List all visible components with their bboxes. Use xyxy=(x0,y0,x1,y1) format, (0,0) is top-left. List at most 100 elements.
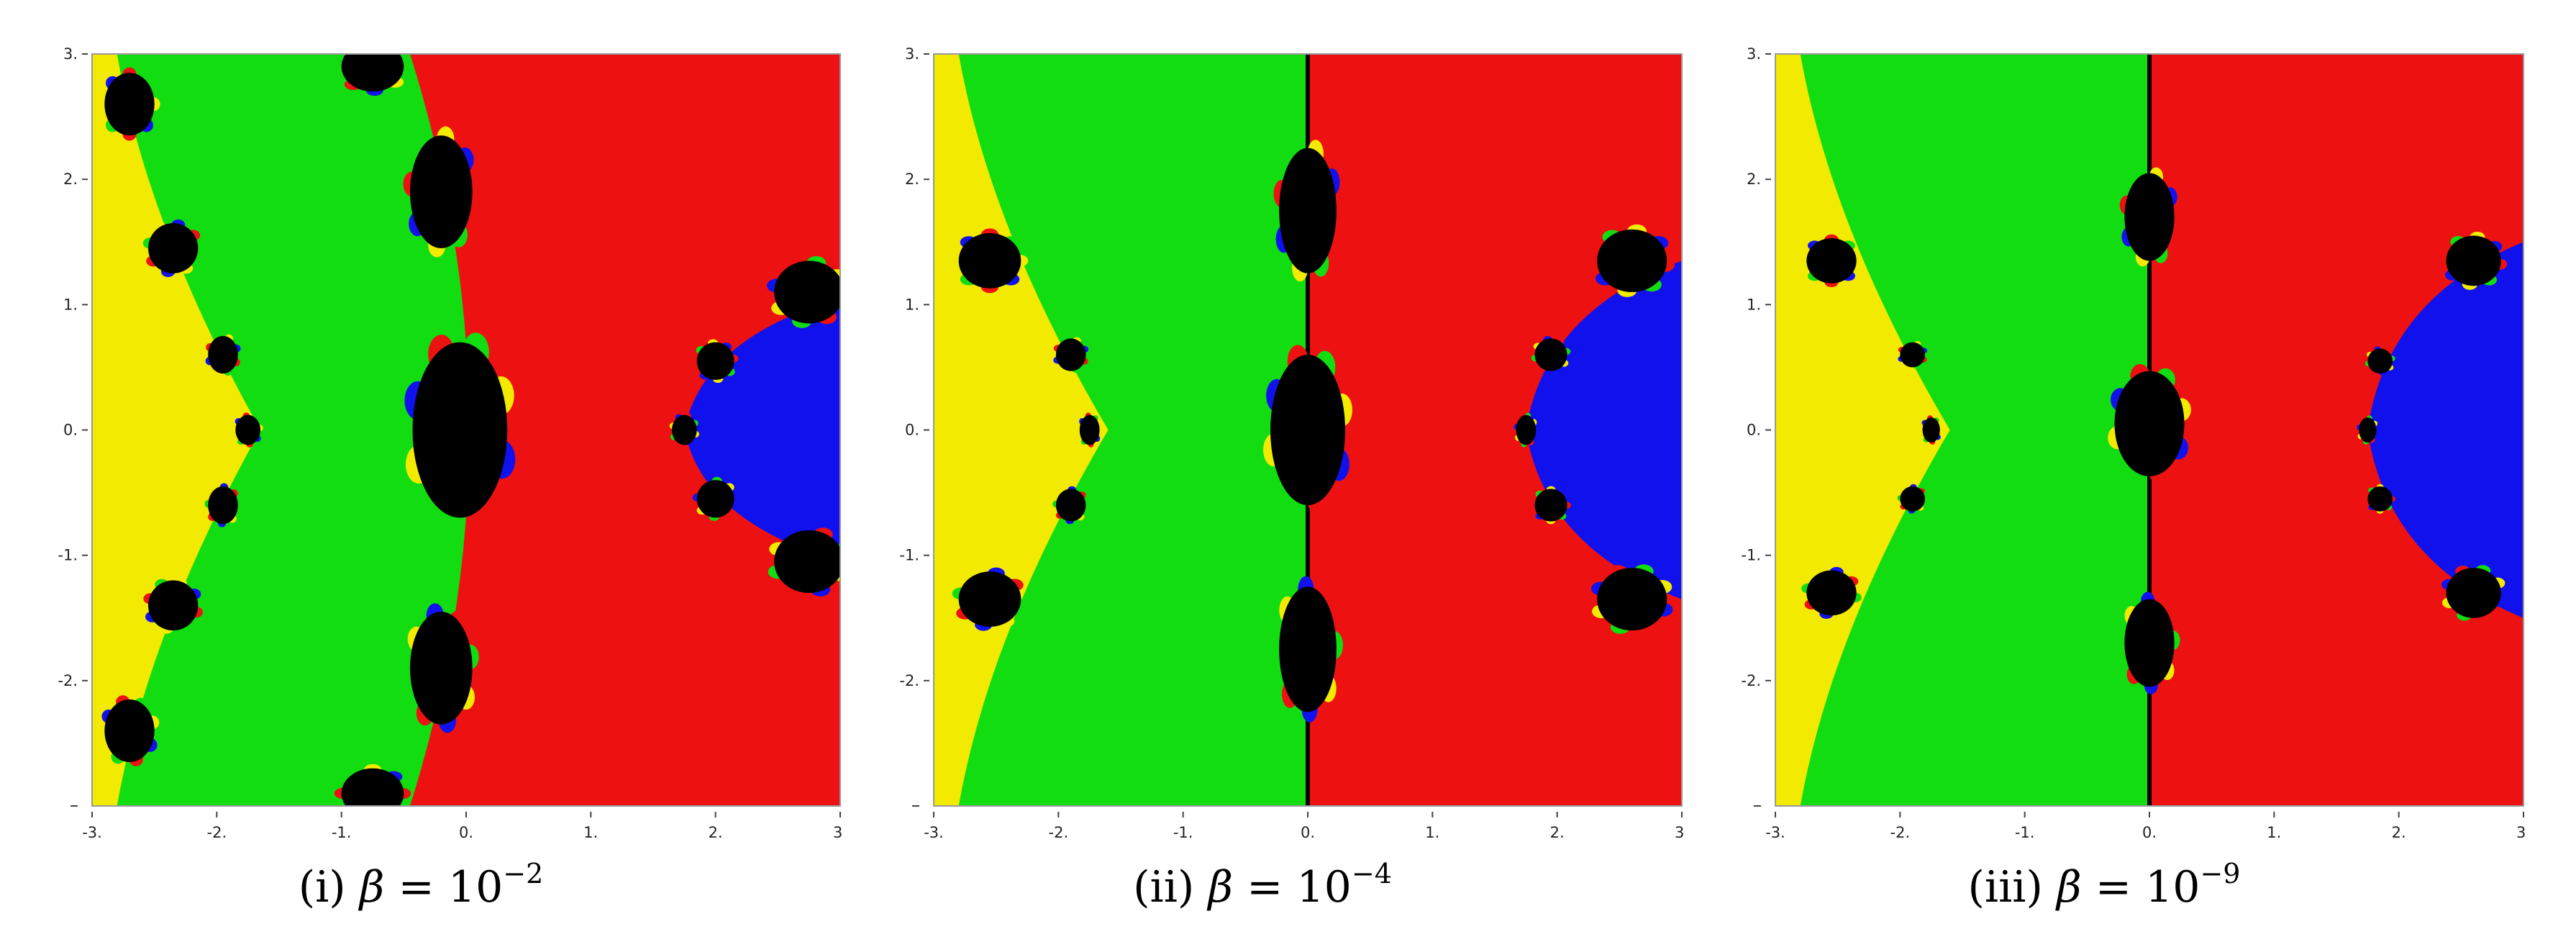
black-blob xyxy=(1806,238,1857,284)
caption-equals: = xyxy=(398,862,434,912)
black-blob xyxy=(2367,348,2393,374)
region-red xyxy=(2149,54,2523,806)
black-blob xyxy=(2446,235,2501,286)
x-tick-label: -1. xyxy=(332,824,352,841)
black-blob xyxy=(1055,489,1086,522)
black-blob xyxy=(1597,229,1667,292)
black-blob xyxy=(341,54,404,92)
caption-label: (ii) xyxy=(1133,862,1195,912)
y-tick-label: 3. xyxy=(1747,45,1761,63)
black-blob xyxy=(958,571,1021,627)
x-tick-label: -2. xyxy=(1049,824,1069,841)
black-blob xyxy=(2124,173,2175,261)
black-blob xyxy=(696,480,734,518)
caption-iii: (iii) β = 10−9 xyxy=(1683,858,2525,912)
region-blue xyxy=(2367,242,2523,618)
blob-fringe xyxy=(390,54,394,55)
black-blob xyxy=(104,73,155,136)
black-blob xyxy=(148,223,199,273)
black-blob xyxy=(1534,489,1567,522)
black-blob xyxy=(672,414,697,445)
x-tick-label: 3. xyxy=(1675,824,1683,841)
x-tick-label: -1. xyxy=(1173,824,1193,841)
black-blob xyxy=(2124,599,2175,687)
black-blob xyxy=(1597,568,1667,631)
black-blob xyxy=(774,260,840,324)
x-tick-label: 1. xyxy=(583,824,598,841)
x-tick-label: 2. xyxy=(2392,824,2406,841)
black-blob xyxy=(1055,338,1086,371)
black-blob xyxy=(341,768,404,806)
caption-symbol: β xyxy=(359,862,385,912)
x-tick-label: -3. xyxy=(1765,824,1785,841)
plot-area xyxy=(934,54,1682,806)
y-tick-label: 0. xyxy=(1747,422,1761,439)
y-tick-label: 1. xyxy=(63,296,78,313)
black-blob xyxy=(412,342,508,518)
caption-base: 10 xyxy=(2145,862,2200,912)
caption-base: 10 xyxy=(447,862,504,912)
x-tick-label: -2. xyxy=(1890,824,1911,841)
black-blob xyxy=(696,342,734,380)
black-blob xyxy=(2367,486,2393,512)
caption-equals: = xyxy=(2095,862,2132,912)
black-blob xyxy=(208,486,238,525)
black-blob xyxy=(774,530,840,593)
blob-fringe xyxy=(362,37,379,48)
black-blob xyxy=(1516,414,1537,445)
panel-ii: -3. -2. -1. 0. 1. 2. 3. -2. -1. 0. 1. 2. 3. (ii) β =… xyxy=(842,0,1683,947)
y-tick-label: -2. xyxy=(1741,672,1761,689)
black-blob xyxy=(410,612,473,725)
y-tick-label: -1. xyxy=(899,547,919,564)
black-blob xyxy=(1900,486,1925,512)
caption-exponent: −2 xyxy=(503,858,544,889)
y-tick-label: -2. xyxy=(899,672,919,689)
x-tick-label: -3. xyxy=(82,824,102,841)
black-blob xyxy=(1279,148,1337,273)
plot-frame xyxy=(91,53,841,807)
region-red xyxy=(410,54,840,806)
x-tick-label: 0. xyxy=(2142,824,2157,841)
x-tick-label: -1. xyxy=(2015,824,2035,841)
black-blob xyxy=(208,335,238,374)
y-tick-label: -2. xyxy=(58,672,78,689)
x-tick-label: 3. xyxy=(833,824,842,841)
black-blob xyxy=(2446,568,2501,618)
plot-area xyxy=(92,37,840,806)
y-tick-label: 2. xyxy=(905,171,919,188)
chart-ii: -3. -2. -1. 0. 1. 2. 3. -2. -1. 0. 1. 2. 3. xyxy=(899,45,1683,841)
caption-symbol: β xyxy=(1208,862,1234,912)
x-tick-label: 1. xyxy=(1425,824,1439,841)
y-tick-label: 0. xyxy=(905,422,919,439)
caption-equals: = xyxy=(1247,862,1283,912)
plot-area xyxy=(1775,54,2523,806)
y-tick-label: 2. xyxy=(1747,171,1761,188)
black-blob xyxy=(148,580,199,631)
y-tick-label: -1. xyxy=(1741,547,1761,564)
x-tick-label: 0. xyxy=(1301,824,1315,841)
y-tick-label: 1. xyxy=(1747,296,1761,313)
chart-i: -3. -2. -1. 0. 1. 2. 3. -2. -1. 0. 1. 2. 3. xyxy=(58,37,842,841)
x-tick-label: -3. xyxy=(924,824,944,841)
x-tick-label: -2. xyxy=(207,824,227,841)
x-tick-label: 0. xyxy=(459,824,473,841)
black-blob xyxy=(1534,338,1567,371)
x-tick-label: 2. xyxy=(709,824,723,841)
y-tick-label: 3. xyxy=(905,45,919,63)
caption-base: 10 xyxy=(1296,862,1352,912)
black-blob xyxy=(1806,570,1857,616)
y-tick-label: 0. xyxy=(63,422,78,439)
black-blob xyxy=(1900,342,1925,368)
black-blob xyxy=(2359,417,2377,443)
plot-frame xyxy=(933,53,1683,807)
x-tick-label: 1. xyxy=(2267,824,2281,841)
region-red xyxy=(1308,54,1682,806)
chart-iii: -3. -2. -1. 0. 1. 2. 3. -2. -1. 0. 1. 2. 3. xyxy=(1741,45,2525,841)
region-yellow xyxy=(92,54,260,806)
black-blob xyxy=(1279,586,1337,712)
black-blob xyxy=(235,414,260,445)
x-tick-label: 2. xyxy=(1550,824,1565,841)
black-blob xyxy=(2114,371,2185,476)
y-tick-label: 1. xyxy=(905,296,919,313)
black-blob xyxy=(1079,414,1100,445)
